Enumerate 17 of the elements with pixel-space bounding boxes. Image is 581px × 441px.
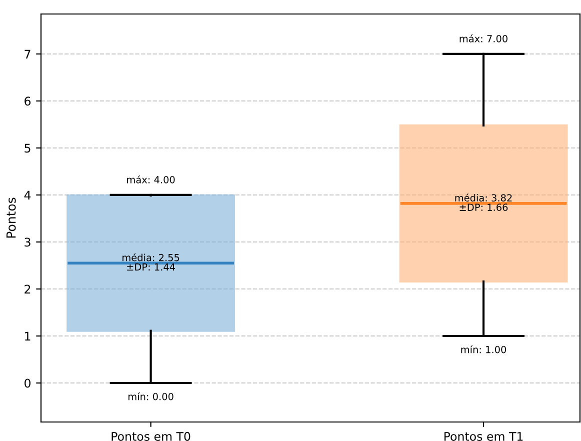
y-tick-label: 5 [24,144,30,153]
x-tick-label: Pontos em T0 [112,432,190,441]
y-tick-label: 4 [24,190,31,200]
annotation: mín: 0.00 [128,392,174,400]
y-tick-label: 3 [24,238,30,247]
annotation: mín: 1.00 [461,345,506,354]
y-axis-title: Pontos [6,198,16,238]
x-tick-label: Pontos em T1 [444,432,523,441]
y-tick-label: 7 [24,50,30,58]
y-tick-label: 1 [25,332,30,340]
y-tick-label: 2 [24,284,30,294]
annotation: média: 2.55 ±DP: 1.44 [122,253,180,271]
annotation: máx: 7.00 [460,34,508,42]
annotation: máx: 4.00 [127,175,175,184]
y-tick-label: 6 [24,96,31,106]
y-tick-label: 0 [24,378,30,388]
annotation: média: 3.82 ±DP: 1.66 [455,194,512,211]
